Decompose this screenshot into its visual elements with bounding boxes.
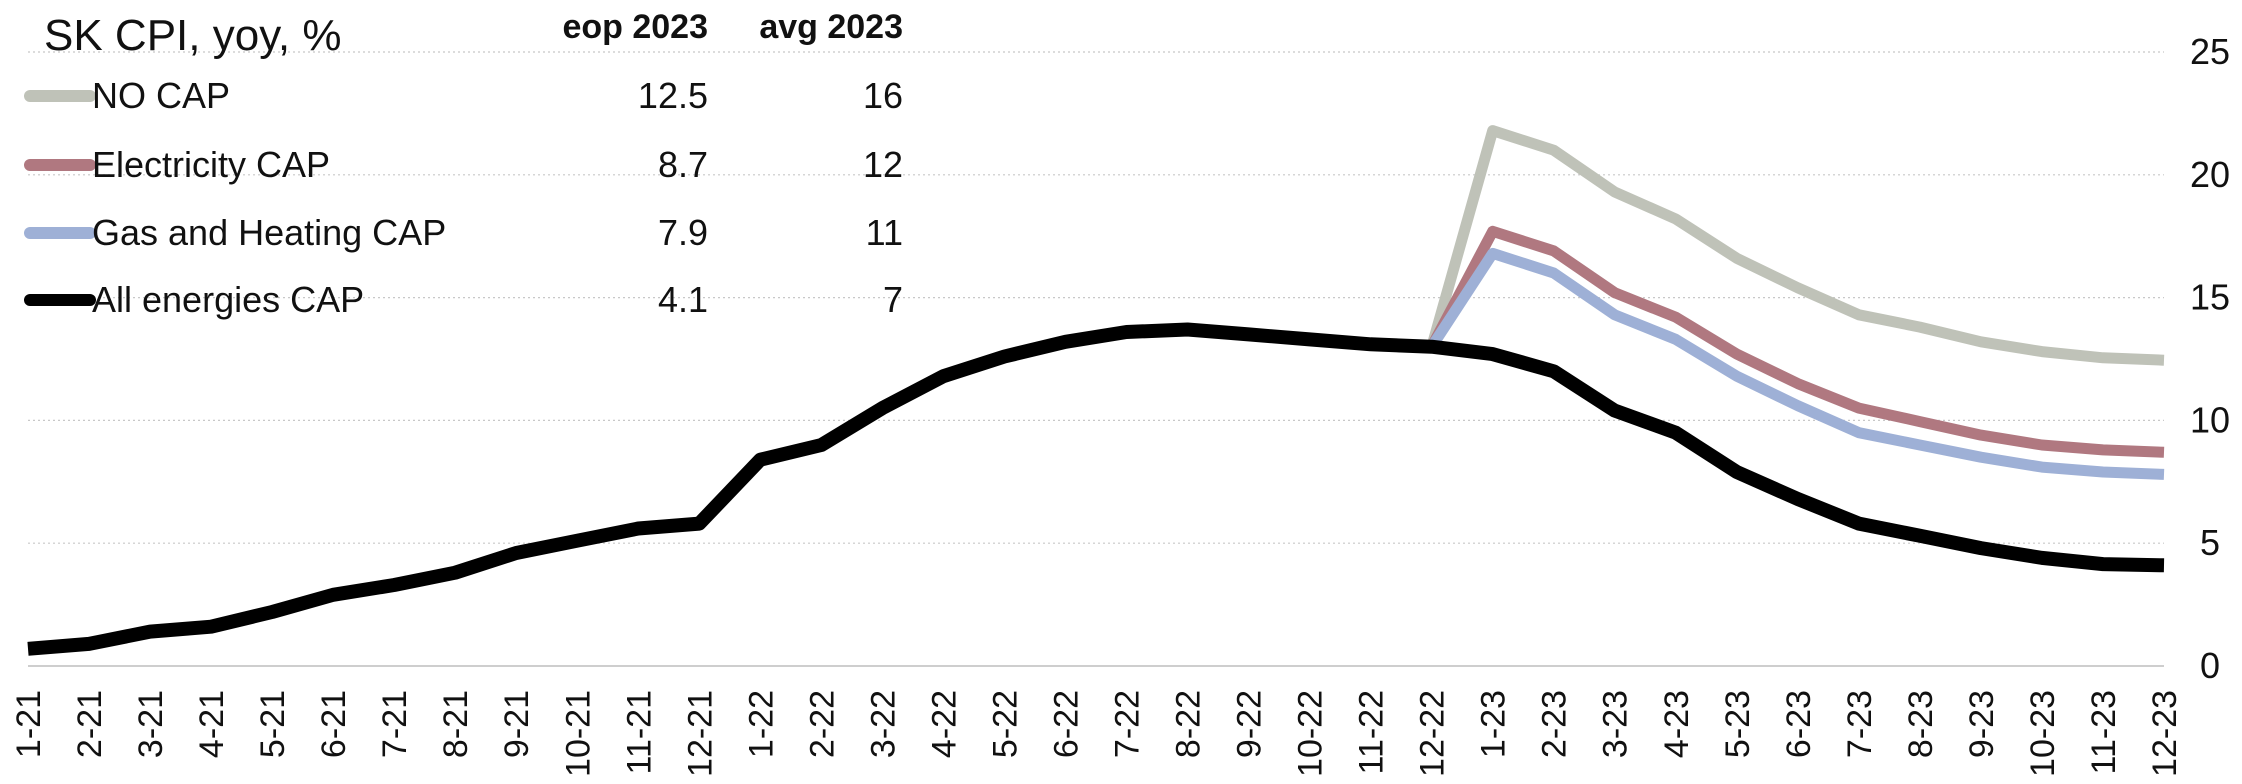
legend-eop-value: 4.1 [658,279,708,320]
x-tick-label: 5-23 [1719,690,1757,758]
legend-eop-value: 8.7 [658,144,708,185]
x-tick-label: 12-22 [1414,690,1452,777]
x-tick-label: 7-22 [1109,690,1147,758]
legend-avg-value: 16 [863,75,903,116]
x-tick-label: 9-21 [498,690,536,758]
table-header-eop: eop 2023 [562,8,708,46]
x-tick-label: 8-22 [1170,690,1208,758]
x-tick-label: 4-21 [193,690,231,758]
x-tick-label: 6-21 [315,690,353,758]
x-tick-label: 7-21 [376,690,414,758]
x-tick-label: 1-22 [742,690,780,758]
series-line-all-energies-cap [27,322,2165,656]
y-tick-label: 15 [2190,277,2230,318]
chart-title: SK CPI, yoy, % [44,11,342,60]
x-tick-label: 11-22 [1353,690,1391,774]
legend-avg-value: 7 [883,279,903,320]
x-tick-label: 6-23 [1780,690,1818,758]
series-line-electricity-cap [1426,225,2165,458]
x-tick-label: 7-23 [1841,690,1879,758]
x-tick-label: 3-21 [132,690,170,758]
x-tick-label: 9-22 [1231,690,1269,758]
x-tick-label: 3-23 [1597,690,1635,758]
x-tick-label: 1-21 [10,690,48,758]
legend-avg-value: 11 [866,212,903,253]
y-tick-label: 0 [2200,645,2220,686]
y-axis-ticks: 0 5 10 15 20 25 [2190,31,2230,686]
x-tick-label: 11-23 [2085,690,2123,774]
x-tick-label: 11-21 [620,690,658,774]
x-tick-label: 2-21 [71,690,109,758]
x-tick-label: 8-23 [1902,690,1940,758]
y-tick-label: 20 [2190,154,2230,195]
x-tick-label: 10-21 [559,690,597,777]
y-tick-label: 5 [2200,522,2220,563]
series-line-gas-and-heating-cap [1427,247,2165,480]
x-tick-label: 1-23 [1475,690,1513,758]
x-tick-label: 3-22 [864,690,902,758]
legend-label: All energies CAP [92,279,364,320]
x-tick-label: 4-22 [925,690,963,758]
x-tick-label: 12-21 [681,690,719,777]
series-lines [27,125,2165,656]
legend-eop-value: 7.9 [658,212,708,253]
legend: NO CAP 12.5 16 Electricity CAP 8.7 12 Gas and … [24,75,903,320]
x-tick-label: 5-22 [986,690,1024,758]
legend-eop-value: 12.5 [638,75,708,116]
x-tick-label: 6-22 [1047,690,1085,758]
gridlines [28,51,2164,667]
x-axis-ticks: 1-21 2-21 3-21 4-21 5-21 6-21 7-21 8-21 9-21 10-2… [10,690,2184,777]
legend-label: Electricity CAP [92,144,330,185]
x-tick-label: 2-22 [803,690,841,758]
legend-label: NO CAP [92,75,230,116]
legend-avg-value: 12 [863,144,903,185]
series-line-no-cap [1426,125,2165,366]
x-tick-label: 8-21 [437,690,475,758]
x-tick-label: 5-21 [254,690,292,758]
x-tick-label: 4-23 [1658,690,1696,758]
x-tick-label: 2-23 [1536,690,1574,758]
x-tick-label: 9-23 [1963,690,2001,758]
x-tick-label: 10-22 [1292,690,1330,777]
y-tick-label: 25 [2190,31,2230,72]
legend-label: Gas and Heating CAP [92,212,446,253]
x-tick-label: 10-23 [2024,690,2062,777]
y-tick-label: 10 [2190,399,2230,440]
x-tick-label: 12-23 [2146,690,2184,777]
table-header-avg: avg 2023 [759,8,903,46]
